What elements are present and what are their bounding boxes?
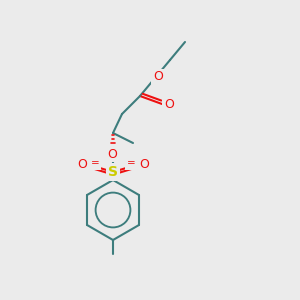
Text: O: O [107,148,117,160]
Text: O: O [164,98,174,110]
Text: O: O [77,158,87,170]
Text: S: S [108,165,118,179]
Text: =: = [127,158,135,168]
Text: O: O [139,158,149,170]
Text: =: = [91,158,99,168]
Text: O: O [153,70,163,83]
